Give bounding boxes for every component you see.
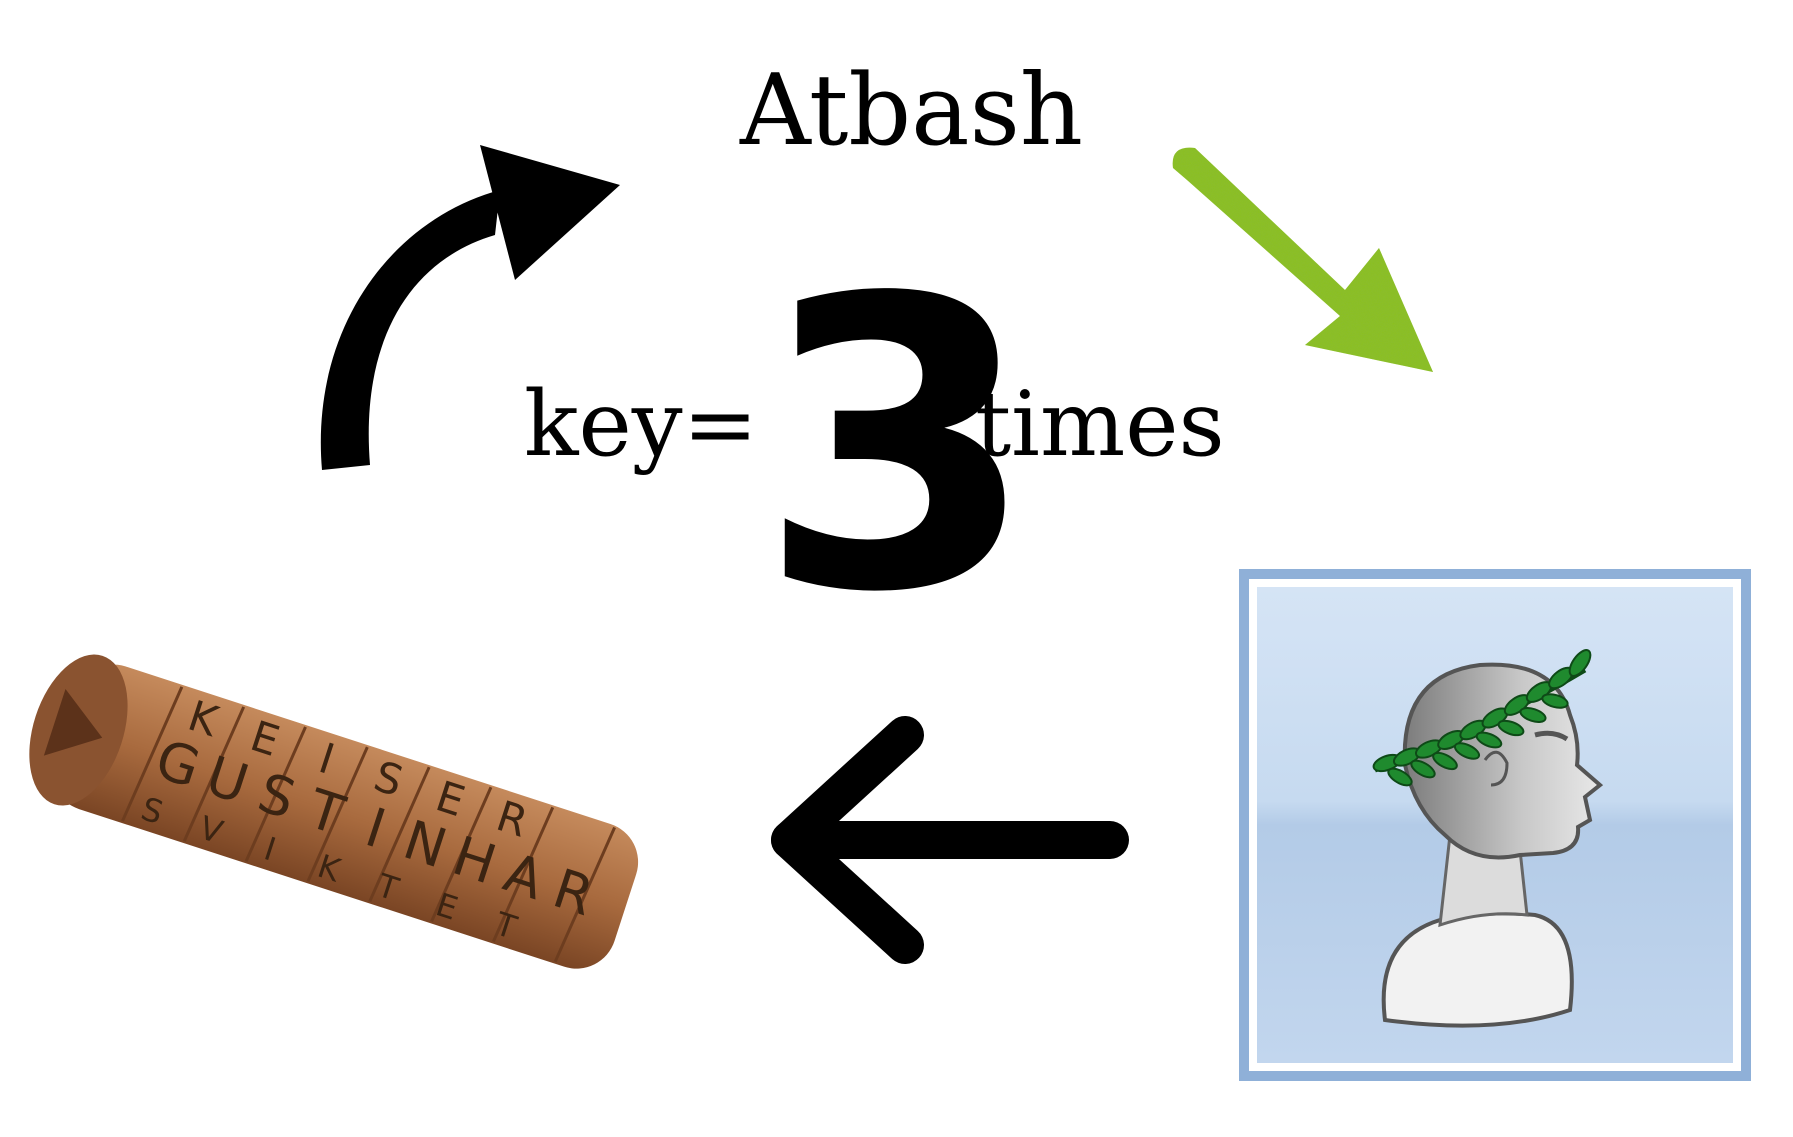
curved-arrow-up-right-icon bbox=[300, 130, 640, 490]
atbash-title: Atbash bbox=[740, 62, 1083, 160]
arrow-left-icon bbox=[760, 715, 1130, 965]
caesar-bust-icon bbox=[1235, 565, 1755, 1085]
green-arrow-down-right-icon bbox=[1165, 140, 1465, 410]
